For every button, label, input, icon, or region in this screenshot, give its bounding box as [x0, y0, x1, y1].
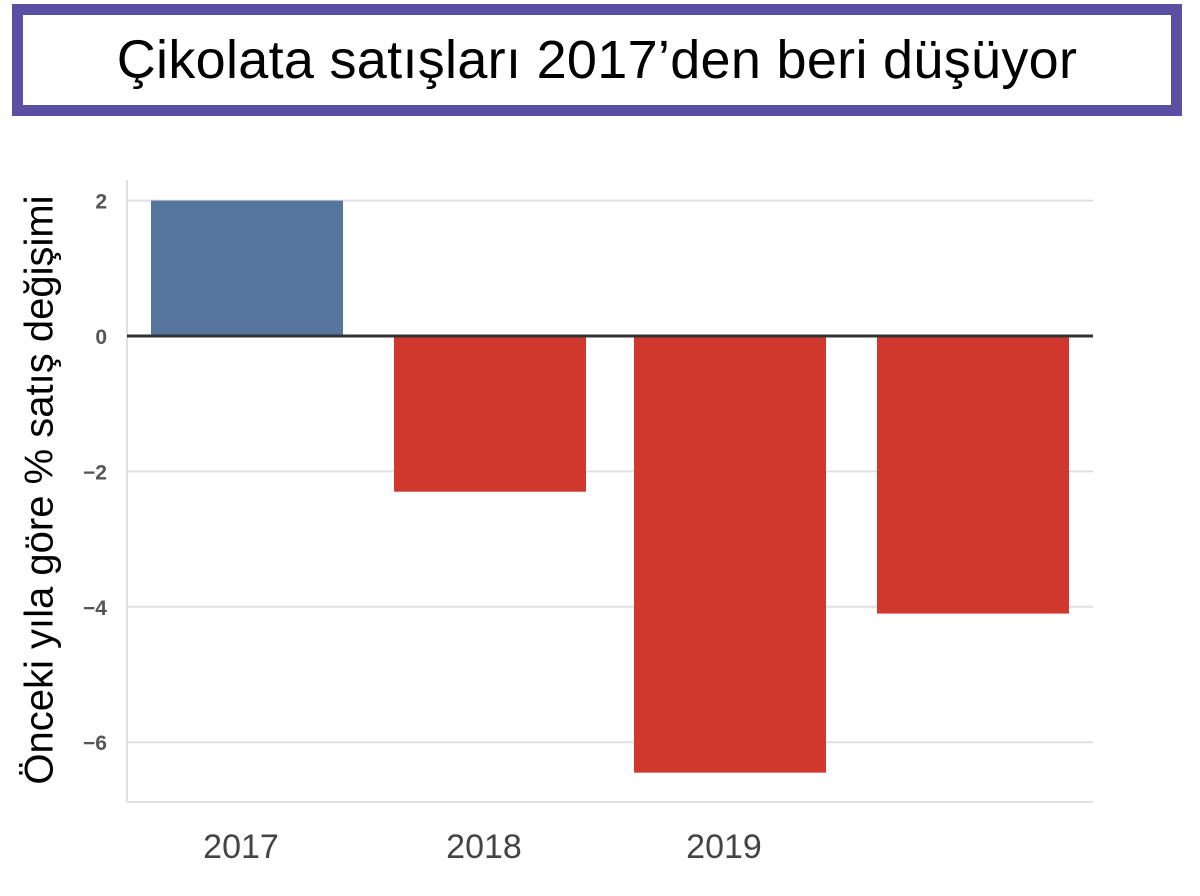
bar-unlabeled [877, 336, 1069, 614]
y-tick-label: −4 [83, 597, 107, 620]
x-tick-label: 2017 [203, 828, 279, 866]
y-tick-label: 2 [95, 191, 107, 214]
y-tick-label: −6 [83, 732, 107, 755]
bar-2017 [151, 200, 343, 336]
y-tick-label: −2 [83, 461, 107, 484]
chart-title: Çikolata satışları 2017’den beri düşüyor [116, 30, 1078, 90]
title-frame: Çikolata satışları 2017’den beri düşüyor [12, 4, 1182, 116]
bar-2019 [634, 336, 826, 773]
x-tick-label: 2019 [686, 828, 762, 866]
y-tick-label: 0 [95, 326, 107, 349]
x-tick-label: 2018 [446, 828, 522, 866]
bar-2018 [394, 336, 586, 492]
